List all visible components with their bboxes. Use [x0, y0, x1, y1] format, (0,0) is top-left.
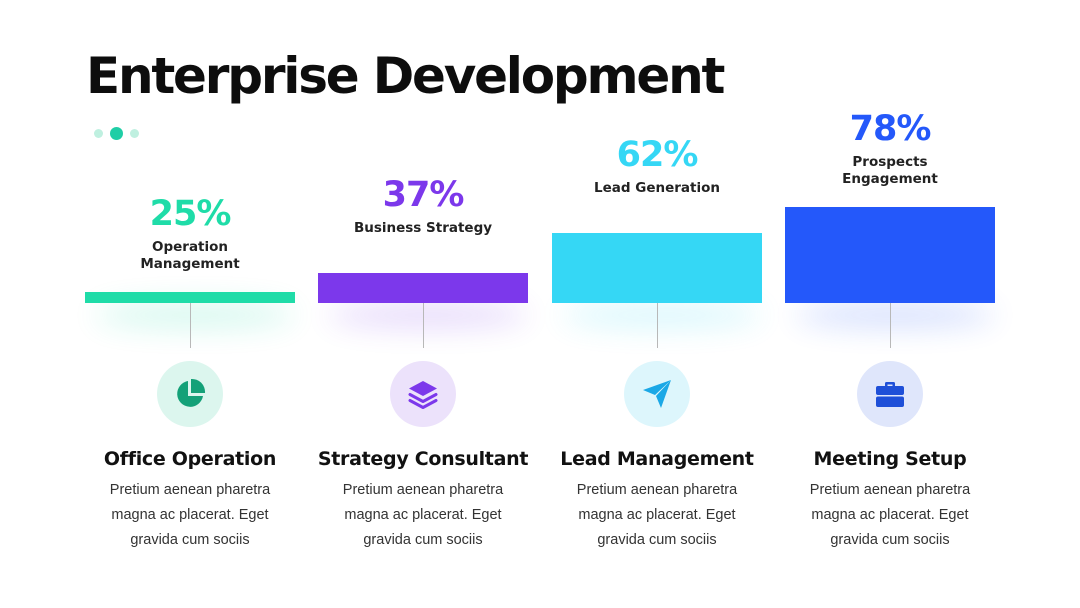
- item-description: Pretium aenean pharetra magna ac placera…: [85, 478, 295, 553]
- paper-plane-icon: [643, 380, 671, 408]
- item-title: Meeting Setup: [813, 448, 967, 470]
- value-label: 37%: [382, 174, 465, 215]
- item-description: Pretium aenean pharetra magna ac placera…: [318, 478, 528, 553]
- dot-3: [130, 129, 139, 138]
- layers-icon: [408, 381, 438, 409]
- desc-line: magna ac placerat. Eget: [811, 507, 969, 523]
- desc-line: Pretium aenean pharetra: [809, 482, 971, 498]
- category-label: Prospects Engagement: [842, 154, 938, 187]
- bar-glow: [562, 302, 762, 328]
- desc-line: gravida cum sociis: [830, 532, 950, 548]
- value-label: 62%: [616, 134, 699, 175]
- bar-glow: [328, 302, 528, 328]
- category-label: Lead Generation: [594, 179, 720, 196]
- connector-line: [889, 303, 891, 348]
- briefcase-icon: [876, 382, 904, 407]
- item-description: Pretium aenean pharetra magna ac placera…: [785, 478, 995, 553]
- bar-glow: [795, 302, 995, 328]
- value-label: 78%: [849, 109, 932, 149]
- bar: [785, 207, 995, 303]
- item-title: Office Operation: [103, 448, 277, 470]
- connector-line: [422, 303, 424, 348]
- icon-badge: [624, 361, 690, 427]
- column-1: 25% Operation Management Office Operatio…: [85, 0, 295, 608]
- desc-line: gravida cum sociis: [363, 532, 483, 548]
- category-label: Business Strategy: [353, 219, 493, 236]
- desc-line: magna ac placerat. Eget: [111, 507, 269, 523]
- connector-line: [189, 303, 191, 348]
- value-label: 25%: [149, 193, 232, 234]
- item-description: Pretium aenean pharetra magna ac placera…: [552, 478, 762, 553]
- icon-badge: [157, 361, 223, 427]
- desc-line: magna ac placerat. Eget: [344, 507, 502, 523]
- column-3: 62% Lead Generation Lead Management Pret…: [552, 0, 762, 608]
- column-4: 78% Prospects Engagement Meeting Setup P…: [785, 0, 995, 608]
- dot-2-active: [110, 127, 123, 140]
- desc-line: Pretium aenean pharetra: [342, 482, 504, 498]
- bar: [552, 232, 762, 303]
- bar: [318, 272, 528, 303]
- item-title: Strategy Consultant: [317, 448, 529, 470]
- desc-line: magna ac placerat. Eget: [578, 507, 736, 523]
- item-title: Lead Management: [560, 448, 754, 470]
- category-label: Operation Management: [140, 238, 240, 272]
- desc-line: Pretium aenean pharetra: [109, 482, 271, 498]
- desc-line: gravida cum sociis: [130, 532, 250, 548]
- page-title: Enterprise Development: [86, 47, 725, 105]
- dot-1: [94, 129, 103, 138]
- desc-line: gravida cum sociis: [597, 532, 717, 548]
- pie-chart-icon: [177, 378, 206, 407]
- desc-line: Pretium aenean pharetra: [576, 482, 738, 498]
- icon-badge: [390, 361, 456, 427]
- column-2: 37% Business Strategy Strategy Consultan…: [318, 0, 529, 608]
- bar: [85, 291, 295, 303]
- bar-glow: [95, 302, 295, 328]
- icon-badge: [857, 361, 923, 427]
- connector-line: [656, 303, 658, 348]
